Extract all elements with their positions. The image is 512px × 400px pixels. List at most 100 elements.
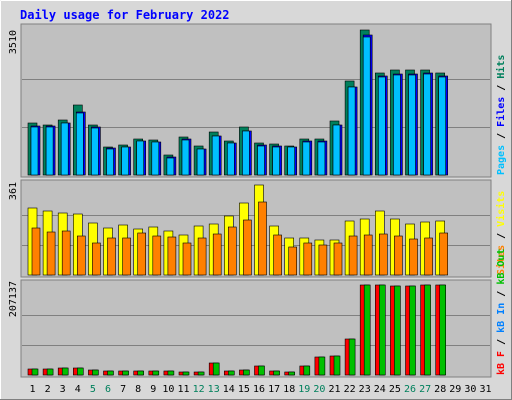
bar-kb-out-day-26 <box>409 285 416 376</box>
bar-pages-day-20 <box>317 141 326 176</box>
day-label-9: 9 <box>150 384 156 395</box>
bar-pages-day-14 <box>227 142 235 176</box>
day-label-12: 12 <box>193 384 205 395</box>
bar-pages-day-4 <box>76 112 84 176</box>
bar-kb-out-day-5 <box>92 369 99 376</box>
bar-pages-day-13 <box>211 135 220 176</box>
bar-sites-day-23 <box>363 234 373 276</box>
bar-pages-day-28 <box>438 76 447 176</box>
bar-kb-out-day-12 <box>197 371 205 376</box>
bar-kb-out-day-28 <box>439 284 447 376</box>
bar-sites-day-14 <box>228 226 237 276</box>
bar-sites-day-5 <box>92 242 101 276</box>
bar-kb-out-day-25 <box>394 285 401 376</box>
bar-pages-day-24 <box>377 76 386 176</box>
day-label-6: 6 <box>105 384 111 395</box>
legend-label: Pages <box>496 145 507 175</box>
bar-kb-out-day-17 <box>273 370 280 376</box>
bar-pages-day-9 <box>151 141 160 176</box>
legend-label: / <box>496 333 507 351</box>
bar-kb-out-day-1 <box>31 368 39 376</box>
bar-pages-day-12 <box>196 148 205 176</box>
day-labels: 1 2 3 4 5 6 7 8 9 10 11 12 13 14 15 16 17 18 19 20 21 22 23 24 2… <box>29 384 491 395</box>
bar-pages-day-26 <box>408 74 416 176</box>
legend-label: / <box>496 227 507 245</box>
bar-pages-day-7 <box>121 146 129 176</box>
bar-kb-out-day-2 <box>46 368 54 376</box>
legend-label: kB Out <box>496 249 507 285</box>
bar-kb-out-day-19 <box>303 365 311 376</box>
bar-kb-out-day-22 <box>348 338 356 376</box>
day-label-4: 4 <box>75 384 81 395</box>
bar-pages-day-17 <box>272 146 280 176</box>
bar-sites-day-3 <box>61 230 71 276</box>
legend-label: / <box>496 127 507 145</box>
bar-kb-out-day-10 <box>167 370 175 376</box>
legend-label: / <box>496 285 507 303</box>
day-label-27: 27 <box>419 384 431 395</box>
max-label-visits: 361 <box>8 182 19 200</box>
bar-sites-day-20 <box>318 244 328 276</box>
bar-pages-day-18 <box>287 146 296 176</box>
bar-kb-out-day-13 <box>212 362 220 376</box>
bar-sites-day-16 <box>258 201 267 276</box>
bar-pages-day-6 <box>106 148 114 176</box>
bar-kb-out-day-20 <box>318 356 326 376</box>
day-label-17: 17 <box>268 384 280 395</box>
day-label-7: 7 <box>120 384 126 395</box>
bar-pages-day-10 <box>166 157 175 176</box>
legend-label: / <box>496 79 507 97</box>
bar-sites-day-25 <box>394 235 403 276</box>
bar-sites-day-18 <box>288 246 298 276</box>
legend-label: Sites <box>495 245 507 275</box>
bar-kb-out-day-24 <box>378 284 386 376</box>
day-label-3: 3 <box>60 384 66 395</box>
bar-pages-day-11 <box>181 139 190 176</box>
bar-pages-day-1 <box>30 126 39 176</box>
bar-kb-out-day-11 <box>182 371 190 376</box>
day-label-23: 23 <box>359 384 371 395</box>
day-label-18: 18 <box>283 384 295 395</box>
bar-sites-day-11 <box>182 242 192 276</box>
day-label-11: 11 <box>177 384 189 395</box>
day-label-2: 2 <box>45 384 51 395</box>
day-label-30: 30 <box>464 384 476 395</box>
bar-sites-day-4 <box>77 235 86 276</box>
day-label-10: 10 <box>162 384 174 395</box>
legend-kbytes: kB F / kB In / kB Out <box>496 249 507 375</box>
bar-sites-day-28 <box>439 232 449 276</box>
bar-kb-out-day-16 <box>258 365 265 376</box>
bar-sites-day-15 <box>243 219 252 276</box>
bar-pages-day-2 <box>45 126 54 176</box>
bar-pages-day-27 <box>423 73 431 176</box>
day-label-16: 16 <box>253 384 265 395</box>
bars <box>27 29 449 376</box>
bar-sites-day-7 <box>122 237 131 276</box>
bar-pages-day-22 <box>347 86 356 176</box>
bar-kb-out-day-9 <box>152 370 160 376</box>
legend-label: kB In <box>496 303 507 333</box>
bar-sites-day-10 <box>167 236 177 276</box>
bar-sites-day-2 <box>46 231 56 276</box>
bar-sites-day-24 <box>378 233 388 276</box>
bar-kb-out-day-23 <box>363 284 371 376</box>
bar-sites-day-21 <box>333 242 343 276</box>
legend-label: Visits <box>495 191 507 227</box>
bar-sites-day-12 <box>197 237 207 276</box>
day-label-22: 22 <box>344 384 356 395</box>
bar-sites-day-22 <box>348 235 358 276</box>
max-label-kbytes: 207137 <box>8 281 19 317</box>
max-label-hits: 3510 <box>8 30 19 54</box>
bar-pages-day-25 <box>393 74 401 176</box>
bar-kb-out-day-8 <box>137 370 144 376</box>
legend-label: Hits <box>495 55 507 79</box>
day-label-19: 19 <box>298 384 310 395</box>
bar-sites-day-9 <box>152 235 162 276</box>
legend-hits_files_pages: Pages / Files / Hits <box>495 55 507 175</box>
bar-kb-out-day-6 <box>107 370 114 376</box>
legend-label: Files <box>495 97 507 127</box>
bar-kb-out-day-21 <box>333 355 341 376</box>
bar-sites-day-27 <box>424 237 433 276</box>
chart-title: Daily usage for February 2022 <box>20 8 230 22</box>
